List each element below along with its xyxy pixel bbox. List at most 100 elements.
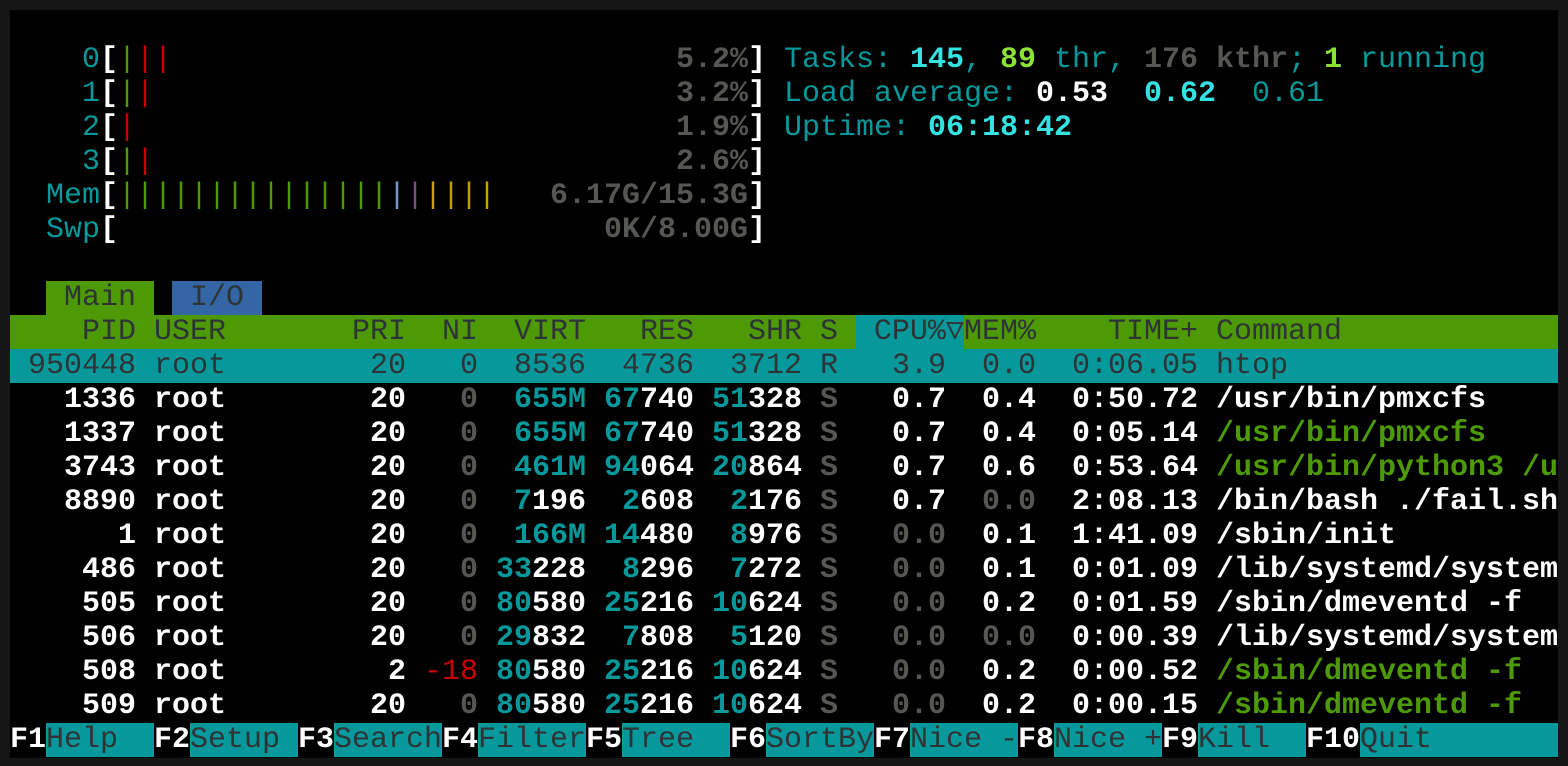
column-header-virt[interactable]: VIRT — [513, 315, 586, 349]
function-nice-button[interactable] — [910, 723, 1018, 757]
column-header-res[interactable]: RES — [639, 315, 694, 349]
tab-io[interactable] — [172, 281, 262, 315]
function-key-f9[interactable]: F9 — [1162, 723, 1199, 757]
column-header-pri[interactable]: PRI — [351, 315, 406, 349]
bracket: ] — [748, 43, 767, 77]
function-label[interactable]: Quit — [1360, 723, 1433, 757]
process-time: 0:00.52 — [1071, 655, 1198, 689]
process-s: S — [820, 689, 839, 723]
mem-meter-bar-segment: | — [406, 179, 425, 213]
process-cpu: 0.0 — [891, 587, 946, 621]
cpu-meter-3-value: 2.6% — [675, 145, 748, 179]
function-key-f10[interactable]: F10 — [1306, 723, 1361, 757]
process-s: S — [820, 587, 839, 621]
function-label[interactable]: Help — [46, 723, 119, 757]
process-pid: 1336 — [63, 383, 136, 417]
column-header-command[interactable]: Command — [1216, 315, 1343, 349]
function-tree-button[interactable] — [622, 723, 730, 757]
process-s: S — [820, 451, 839, 485]
cpu-meter-1-label: 1 — [82, 77, 101, 111]
mem-meter-bar-segment: | — [442, 179, 461, 213]
function-key-f5[interactable]: F5 — [586, 723, 623, 757]
function-label[interactable]: Tree — [622, 723, 695, 757]
column-header-time[interactable]: TIME+ — [1107, 315, 1198, 349]
process-mem: 0.0 — [981, 485, 1036, 519]
cpu-meter-1-bar-segment: | — [118, 77, 137, 111]
process-time: 0:01.59 — [1071, 587, 1198, 621]
mem-meter-label: Mem — [46, 179, 101, 213]
function-label[interactable]: Setup — [190, 723, 281, 757]
function-nice-button[interactable] — [1054, 723, 1162, 757]
function-key-f7[interactable]: F7 — [874, 723, 911, 757]
column-header-s[interactable]: S — [820, 315, 839, 349]
process-shr-thousands: 10 — [712, 655, 749, 689]
process-shr-units: 624 — [748, 587, 803, 621]
cpu-meter-2-label: 2 — [82, 111, 101, 145]
tab-label: I/O — [190, 281, 245, 315]
mem-meter-bar-segment: | — [370, 179, 389, 213]
uptime-value: 06:18:42 — [928, 111, 1073, 145]
separator: , — [964, 43, 1001, 77]
mem-meter-bar-segment: | — [316, 179, 335, 213]
load-15min: 0.61 — [1252, 77, 1325, 111]
function-label[interactable]: Nice + — [1054, 723, 1163, 757]
process-cpu: 0.7 — [891, 417, 946, 451]
load-5min: 0.62 — [1144, 77, 1217, 111]
bracket: ] — [748, 213, 767, 247]
mem-meter-bar-segment: | — [352, 179, 371, 213]
process-user: root — [154, 689, 227, 723]
function-label[interactable]: Nice - — [910, 723, 1019, 757]
process-shr-thousands: 51 — [712, 417, 749, 451]
process-res-thousands: 67 — [604, 417, 641, 451]
function-filter-button[interactable] — [478, 723, 586, 757]
column-header-ni[interactable]: NI — [441, 315, 478, 349]
process-pid: 3743 — [63, 451, 136, 485]
process-shr-units: 624 — [748, 655, 803, 689]
column-header-pid[interactable]: PID — [81, 315, 136, 349]
process-res-units: 480 — [640, 519, 695, 553]
process-user: root — [154, 621, 227, 655]
column-header-shr[interactable]: SHR — [747, 315, 802, 349]
process-res-thousands: 25 — [604, 689, 641, 723]
function-quit-button[interactable] — [1360, 723, 1558, 757]
process-cpu: 0.0 — [891, 689, 946, 723]
process-s: S — [820, 553, 839, 587]
process-pri: 20 — [369, 485, 406, 519]
process-pid: 486 — [81, 553, 136, 587]
bracket: [ — [100, 213, 119, 247]
column-header-mem[interactable]: MEM% — [963, 315, 1036, 349]
function-key-f8[interactable]: F8 — [1018, 723, 1055, 757]
process-mem: 0.6 — [981, 451, 1036, 485]
function-sortby-button[interactable] — [766, 723, 874, 757]
function-key-f3[interactable]: F3 — [298, 723, 335, 757]
function-label[interactable]: Filter — [478, 723, 587, 757]
process-ni: -18 — [423, 655, 478, 689]
function-label[interactable]: Kill — [1198, 723, 1271, 757]
function-key-f4[interactable]: F4 — [442, 723, 479, 757]
column-header-cpu[interactable]: CPU%▽ — [873, 315, 964, 349]
process-command: /lib/systemd/system — [1216, 553, 1559, 587]
process-pri: 20 — [369, 417, 406, 451]
function-help-button[interactable] — [46, 723, 154, 757]
function-setup-button[interactable] — [190, 723, 298, 757]
function-key-f6[interactable]: F6 — [730, 723, 767, 757]
process-time: 0:53.64 — [1071, 451, 1198, 485]
tab-main[interactable] — [46, 281, 154, 315]
process-s: S — [820, 485, 839, 519]
function-key-f1[interactable]: F1 — [10, 723, 47, 757]
process-row-selected[interactable] — [10, 349, 1558, 383]
function-label[interactable]: SortBy — [766, 723, 875, 757]
function-key-f2[interactable]: F2 — [154, 723, 191, 757]
function-kill-button[interactable] — [1198, 723, 1306, 757]
process-time: 0:00.39 — [1071, 621, 1198, 655]
function-search-button[interactable] — [334, 723, 442, 757]
column-header-user[interactable]: USER — [154, 315, 227, 349]
process-shr-thousands: 7 — [730, 553, 749, 587]
process-shr-thousands: 51 — [712, 383, 749, 417]
process-virt: 8536 — [513, 349, 586, 383]
function-label[interactable]: Search — [334, 723, 443, 757]
process-res-units: 808 — [640, 621, 695, 655]
process-ni: 0 — [459, 689, 478, 723]
process-s: R — [820, 349, 839, 383]
sorted-column-highlight — [856, 315, 964, 349]
